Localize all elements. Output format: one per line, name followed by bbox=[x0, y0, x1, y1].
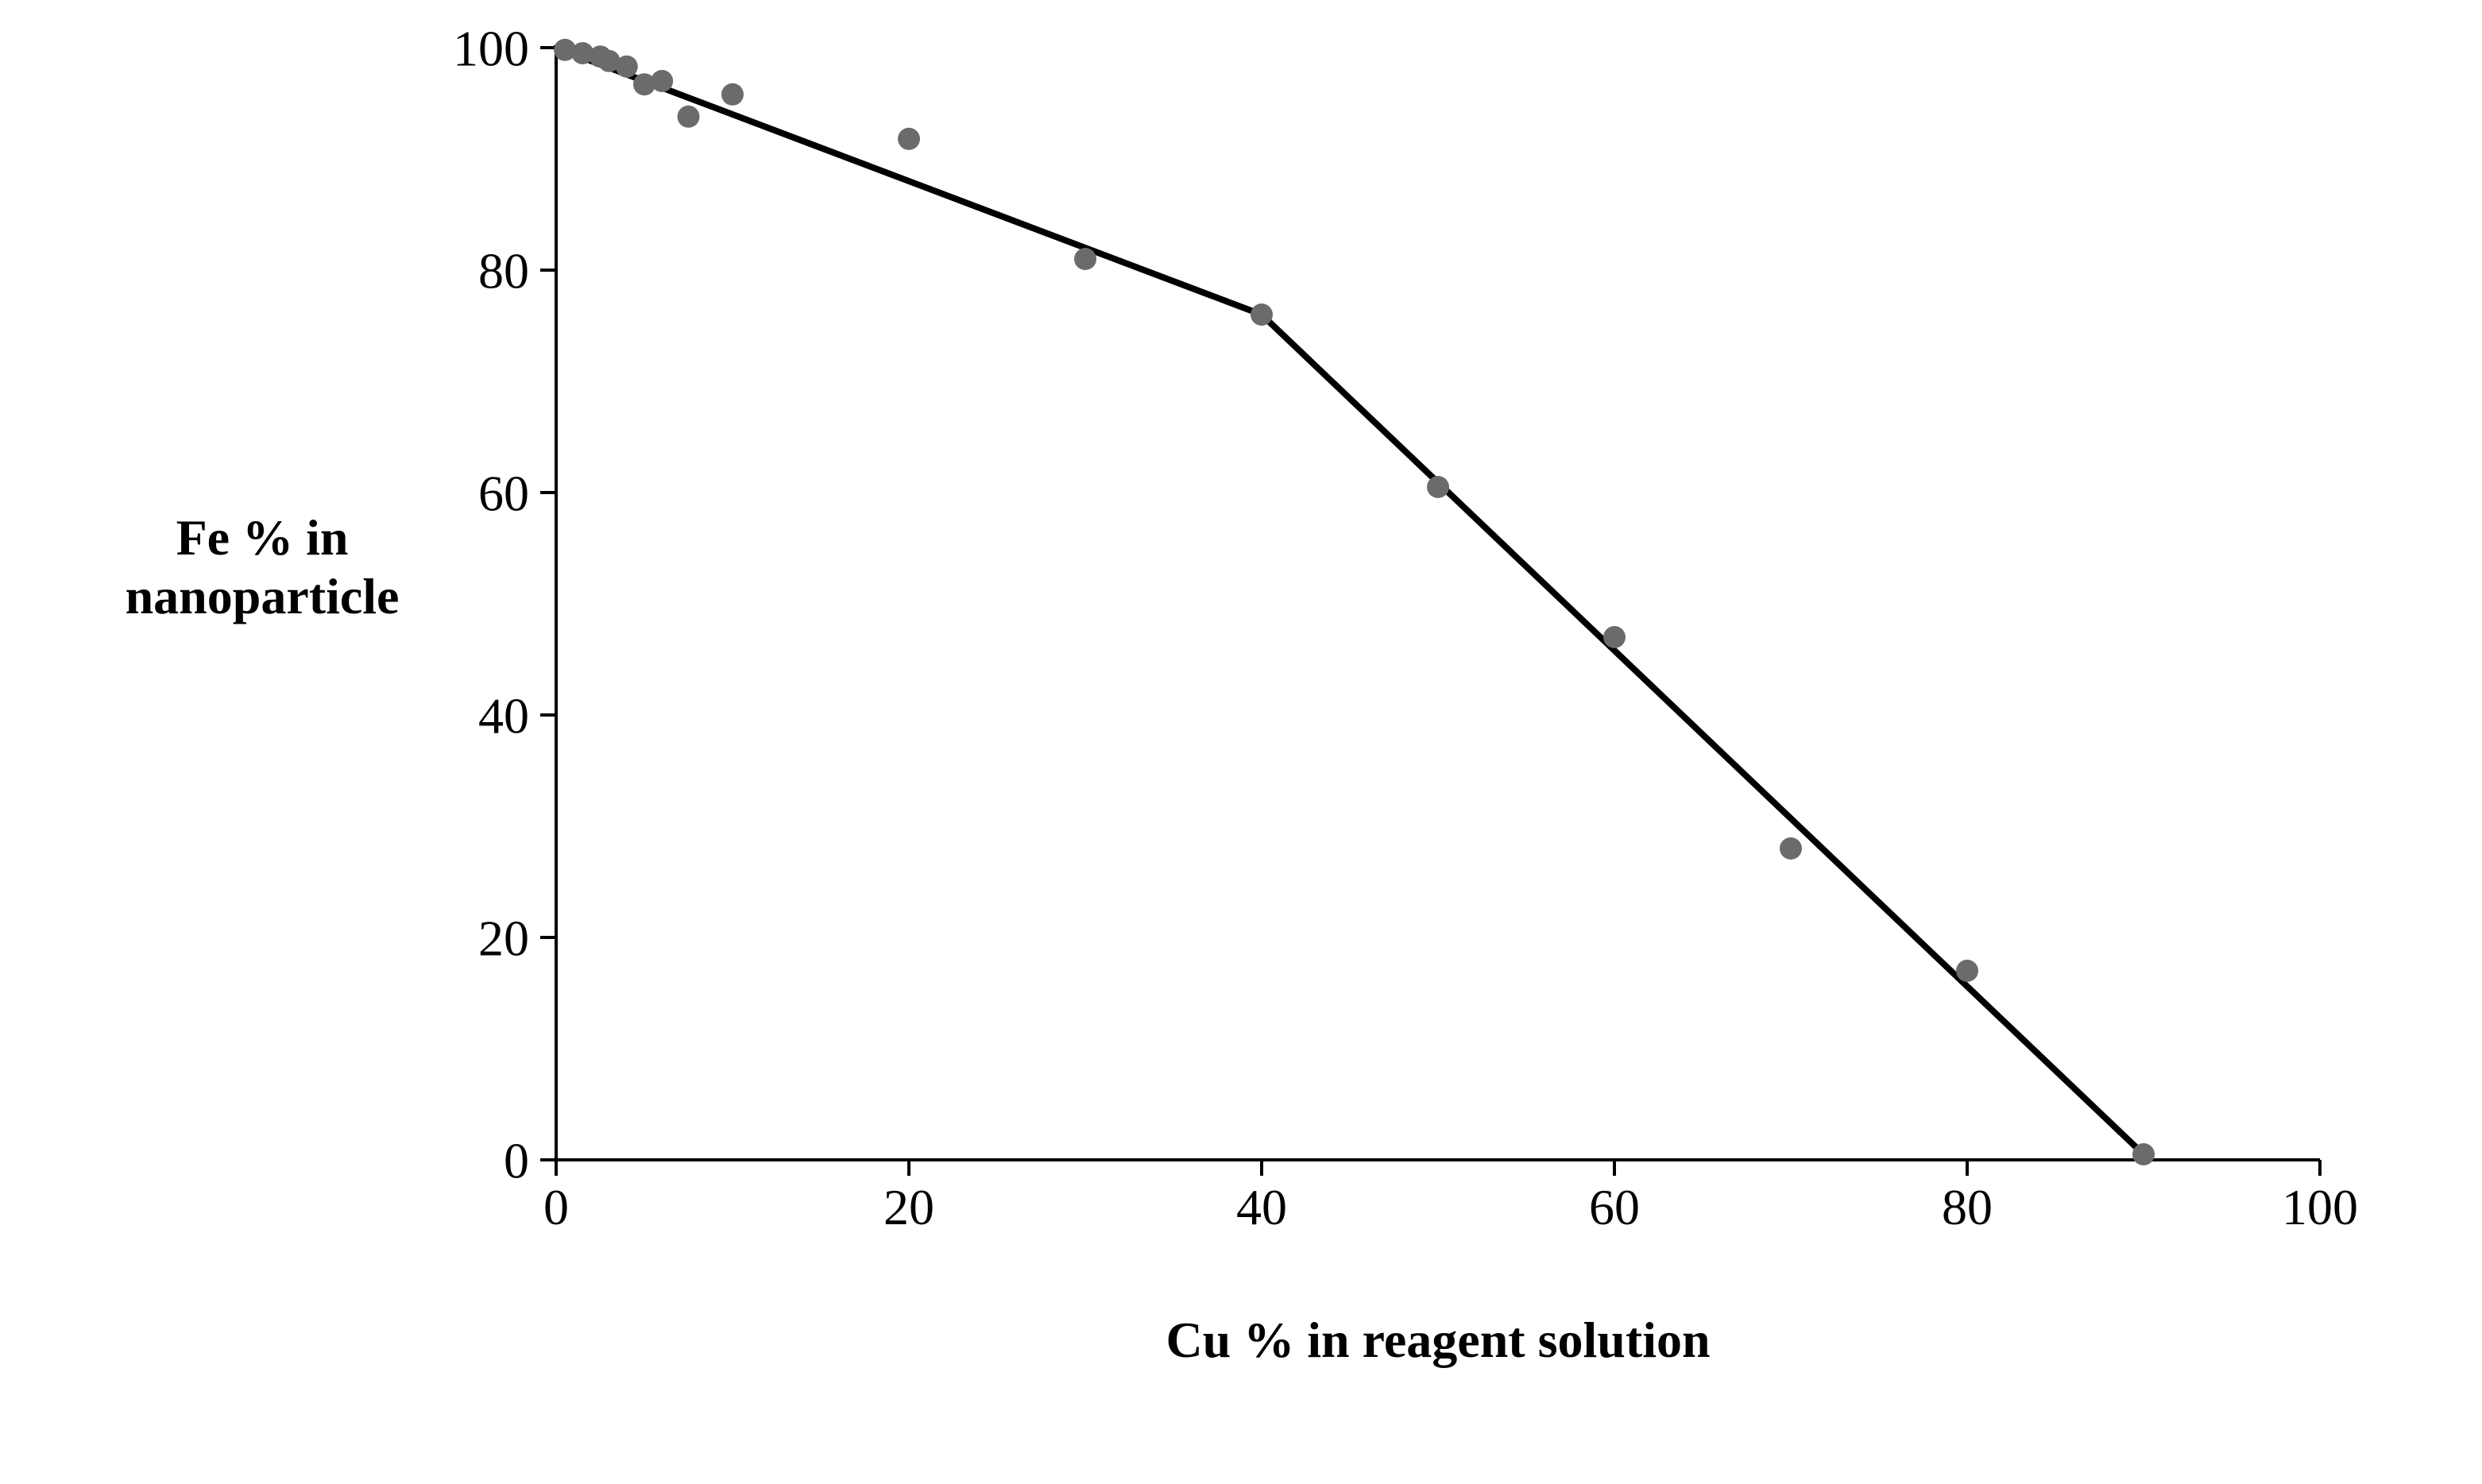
chart-svg: 0 20 40 60 80 100 0 20 40 60 80 100 bbox=[0, 0, 2482, 1484]
x-tick-label: 80 bbox=[1942, 1179, 1993, 1235]
data-point bbox=[898, 128, 920, 150]
y-tick-label: 60 bbox=[478, 465, 529, 521]
y-tick-label: 100 bbox=[453, 20, 529, 76]
data-point bbox=[1251, 303, 1273, 326]
data-point bbox=[1956, 960, 1978, 982]
data-point bbox=[721, 83, 744, 106]
x-tick-label: 60 bbox=[1589, 1179, 1640, 1235]
data-point bbox=[2132, 1143, 2155, 1165]
data-point bbox=[678, 106, 700, 128]
y-tick-label: 80 bbox=[478, 242, 529, 299]
y-tick-label: 0 bbox=[504, 1132, 529, 1188]
data-point bbox=[1427, 476, 1449, 498]
x-tick-label: 20 bbox=[883, 1179, 934, 1235]
x-tick-label: 100 bbox=[2282, 1179, 2358, 1235]
x-tick-label: 40 bbox=[1236, 1179, 1287, 1235]
fit-line bbox=[556, 48, 2144, 1154]
data-point bbox=[1603, 626, 1626, 648]
chart-container: Fe % in nanoparticle Cu % in reagent sol… bbox=[0, 0, 2482, 1484]
data-point bbox=[1074, 248, 1096, 270]
x-tick-label: 0 bbox=[543, 1179, 569, 1235]
y-tick-label: 20 bbox=[478, 910, 529, 966]
data-point bbox=[1780, 837, 1802, 860]
data-point bbox=[616, 56, 638, 78]
y-tick-label: 40 bbox=[478, 687, 529, 744]
data-point bbox=[651, 70, 673, 92]
